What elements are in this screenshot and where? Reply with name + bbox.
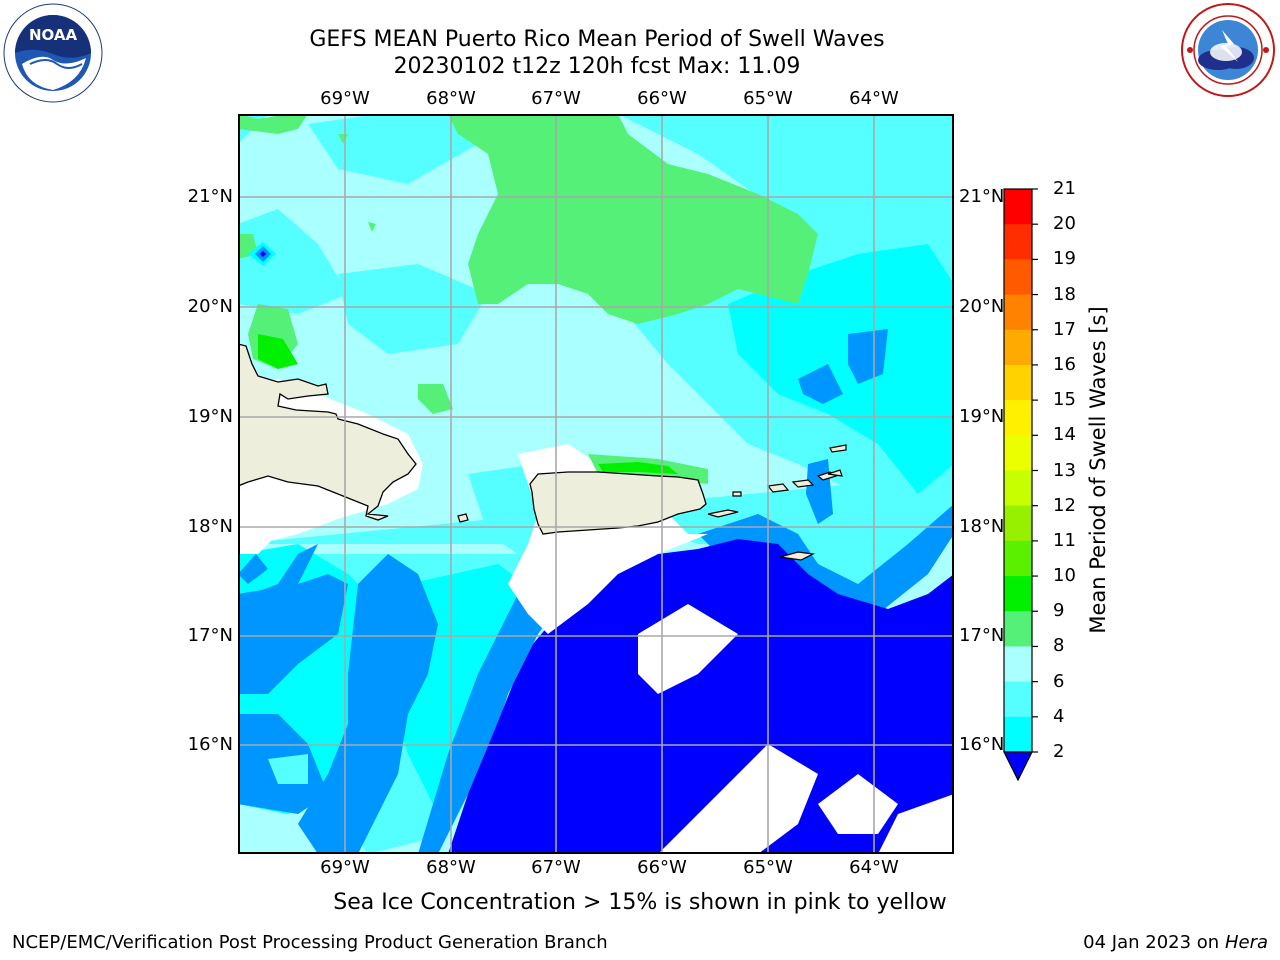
colorbar-segment: [1004, 259, 1032, 296]
colorbar-segment: [1004, 576, 1032, 612]
colorbar-tick-label: 18: [1053, 283, 1076, 305]
map-subtitle: 20230102 t12z 120h fcst Max: 11.09: [393, 54, 801, 79]
lat-label-left: 16°N: [187, 734, 233, 755]
colorbar-tick-label: 4: [1053, 705, 1065, 727]
colorbar-tick-label: 16: [1053, 353, 1076, 375]
footer-date: 04 Jan 2023 on Hera: [1083, 932, 1268, 953]
colorbar-segment: [1004, 224, 1032, 260]
colorbar-label: Mean Period of Swell Waves [s]: [1086, 306, 1110, 634]
lon-label-bottom: 69°W: [320, 857, 370, 878]
footer-machine: Hera: [1224, 932, 1268, 953]
colorbar-tick-label: 8: [1053, 635, 1065, 657]
lat-label-right: 19°N: [959, 406, 1005, 427]
colorbar-segment: [1004, 505, 1032, 542]
colorbar-tick-label: 21: [1053, 178, 1076, 199]
colorbar-tick-label: 6: [1053, 670, 1065, 692]
lon-label-top: 66°W: [637, 88, 687, 109]
colorbar-segment: [1004, 681, 1032, 718]
lat-label-right: 18°N: [959, 516, 1005, 537]
map-title: GEFS MEAN Puerto Rico Mean Period of Swe…: [309, 27, 885, 52]
swell-period-map: [238, 114, 954, 854]
lon-label-bottom: 66°W: [637, 857, 687, 878]
lon-label-top: 69°W: [320, 88, 370, 109]
footer-date-text: 04 Jan 2023 on: [1083, 932, 1225, 953]
colorbar-tick-label: 9: [1053, 600, 1065, 622]
lon-label-top: 67°W: [531, 88, 581, 109]
colorbar-segment: [1004, 716, 1032, 753]
colorbar-tick-label: 19: [1053, 248, 1076, 270]
lat-label-left: 21°N: [187, 186, 233, 207]
colorbar-segment: [1004, 364, 1032, 401]
colorbar-segment: [1004, 329, 1032, 366]
colorbar-segment: [1004, 540, 1032, 577]
colorbar-tick-label: 20: [1053, 213, 1076, 235]
lon-label-top: 64°W: [849, 88, 899, 109]
footer-credit: NCEP/EMC/Verification Post Processing Pr…: [12, 932, 608, 953]
colorbar-segment: [1004, 294, 1032, 331]
colorbar-segment: [1004, 189, 1032, 225]
colorbar: [1003, 188, 1038, 782]
lat-label-left: 18°N: [187, 516, 233, 537]
lon-label-bottom: 65°W: [743, 857, 793, 878]
colorbar-segment: [1004, 611, 1032, 647]
colorbar-segment: [1004, 470, 1032, 507]
colorbar-segment: [1004, 400, 1032, 436]
lon-label-top: 65°W: [743, 88, 793, 109]
lat-label-right: 16°N: [959, 734, 1005, 755]
noaa-logo: NOAA: [3, 3, 103, 103]
colorbar-tick-label: 11: [1053, 529, 1076, 551]
lon-label-top: 68°W: [426, 88, 476, 109]
colorbar-tick-label: 17: [1053, 318, 1076, 340]
svg-text:NOAA: NOAA: [29, 26, 78, 44]
colorbar-tick-label: 2: [1053, 741, 1065, 762]
colorbar-tick-label: 15: [1053, 389, 1076, 411]
lat-label-right: 20°N: [959, 296, 1005, 317]
lat-label-left: 20°N: [187, 296, 233, 317]
lon-label-bottom: 67°W: [531, 857, 581, 878]
sea-ice-note: Sea Ice Concentration > 15% is shown in …: [333, 890, 947, 915]
nws-logo: [1181, 3, 1275, 97]
colorbar-tick-label: 14: [1053, 424, 1076, 446]
colorbar-segment: [1004, 646, 1032, 683]
colorbar-tick-label: 13: [1053, 459, 1076, 481]
colorbar-segment: [1004, 435, 1032, 471]
lon-label-bottom: 68°W: [426, 857, 476, 878]
colorbar-tick-label: 12: [1053, 494, 1076, 516]
lat-label-right: 17°N: [959, 625, 1005, 646]
lon-label-bottom: 64°W: [849, 857, 899, 878]
lat-label-right: 21°N: [959, 186, 1005, 207]
lat-label-left: 17°N: [187, 625, 233, 646]
colorbar-tick-label: 10: [1053, 565, 1076, 587]
lat-label-left: 19°N: [187, 406, 233, 427]
